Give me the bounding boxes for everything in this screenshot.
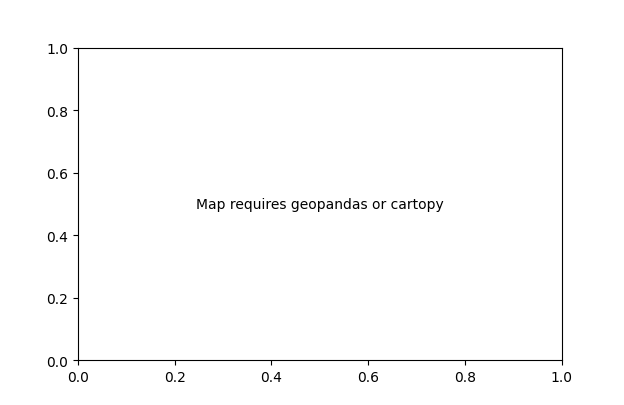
Text: Map requires geopandas or cartopy: Map requires geopandas or cartopy: [196, 198, 444, 211]
